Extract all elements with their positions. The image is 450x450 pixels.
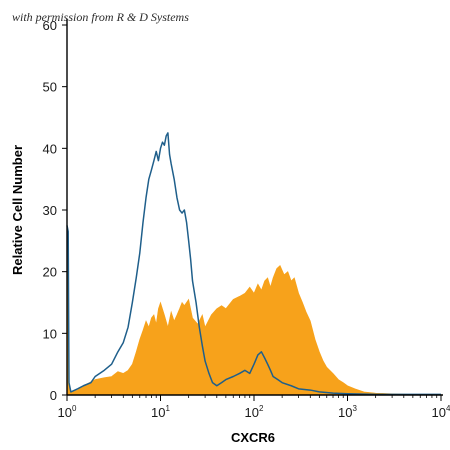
y-tick-label: 30 <box>43 203 57 218</box>
axes-layer: 0 10 20 30 40 50 60 100 101 102 103 104 <box>43 18 450 420</box>
series-layer <box>66 132 442 396</box>
x-axis-title: CXCR6 <box>231 430 275 445</box>
y-axis-title: Relative Cell Number <box>10 145 25 275</box>
y-tick-label: 40 <box>43 141 57 156</box>
y-tick-label: 20 <box>43 265 57 280</box>
y-tick-label: 60 <box>43 18 57 33</box>
filled-histogram-series <box>66 225 442 396</box>
x-tick-label: 104 <box>432 404 450 420</box>
y-tick-label: 50 <box>43 80 57 95</box>
plot-area: 0 10 20 30 40 50 60 100 101 102 103 104 <box>43 18 450 420</box>
x-tick-label: 102 <box>245 404 264 420</box>
x-tick-label: 103 <box>338 404 357 420</box>
permission-note: with permission from R & D Systems <box>12 10 189 24</box>
x-tick-label: 100 <box>58 404 77 420</box>
y-tick-label: 0 <box>50 388 57 403</box>
x-tick-label: 101 <box>151 404 170 420</box>
outline-histogram-series <box>66 132 441 396</box>
y-tick-label: 10 <box>43 326 57 341</box>
